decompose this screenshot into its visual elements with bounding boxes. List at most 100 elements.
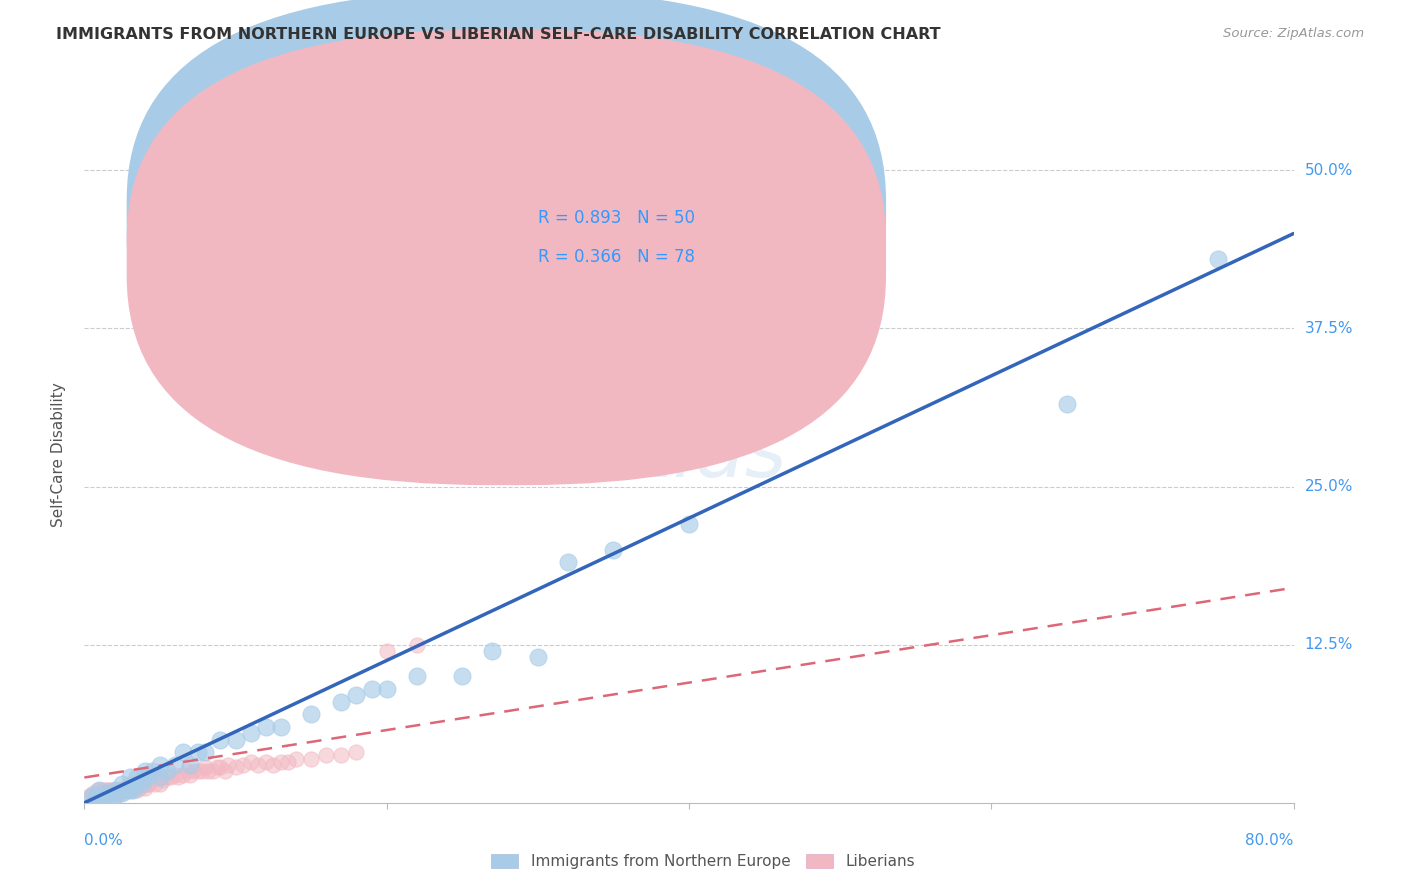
Point bbox=[121, 780, 143, 795]
Point bbox=[299, 707, 322, 722]
Point bbox=[89, 786, 111, 800]
Point bbox=[127, 777, 149, 791]
Point bbox=[96, 786, 118, 800]
Point bbox=[112, 780, 135, 795]
Point bbox=[104, 789, 127, 804]
Point bbox=[86, 786, 108, 800]
Point bbox=[176, 764, 198, 779]
Point bbox=[181, 764, 204, 779]
Point bbox=[152, 772, 174, 787]
Point bbox=[262, 757, 284, 772]
Point bbox=[127, 783, 149, 797]
Text: ZIP: ZIP bbox=[444, 416, 592, 494]
Text: 50.0%: 50.0% bbox=[1305, 163, 1353, 178]
Point bbox=[360, 681, 382, 696]
Point bbox=[346, 688, 368, 702]
Point bbox=[156, 764, 179, 779]
Point bbox=[118, 783, 141, 797]
Point bbox=[232, 757, 254, 772]
Point bbox=[194, 760, 217, 774]
Point bbox=[138, 777, 160, 791]
Point bbox=[451, 669, 474, 683]
Point bbox=[104, 789, 127, 804]
Point bbox=[163, 768, 186, 782]
Point bbox=[90, 786, 112, 800]
Point bbox=[270, 756, 292, 770]
Point bbox=[110, 786, 132, 800]
Point bbox=[214, 764, 236, 779]
Point bbox=[172, 768, 194, 782]
Point bbox=[1056, 397, 1078, 411]
Point bbox=[134, 771, 156, 785]
Point bbox=[217, 757, 239, 772]
Point bbox=[104, 783, 127, 797]
Legend: Immigrants from Northern Europe, Liberians: Immigrants from Northern Europe, Liberia… bbox=[485, 848, 921, 875]
Point bbox=[375, 644, 398, 658]
Point bbox=[149, 757, 172, 772]
Text: 37.5%: 37.5% bbox=[1305, 321, 1353, 336]
Point bbox=[201, 764, 224, 779]
Point bbox=[100, 786, 122, 800]
Point bbox=[98, 783, 121, 797]
Point bbox=[134, 780, 156, 795]
Point bbox=[86, 789, 108, 804]
Point bbox=[159, 771, 181, 785]
Point bbox=[115, 783, 138, 797]
Point bbox=[115, 780, 138, 795]
Point bbox=[118, 783, 141, 797]
Text: atlas: atlas bbox=[592, 416, 787, 494]
Text: IMMIGRANTS FROM NORTHERN EUROPE VS LIBERIAN SELF-CARE DISABILITY CORRELATION CHA: IMMIGRANTS FROM NORTHERN EUROPE VS LIBER… bbox=[56, 27, 941, 42]
Point bbox=[122, 780, 145, 795]
Point bbox=[80, 789, 103, 804]
Point bbox=[481, 644, 503, 658]
Point bbox=[330, 747, 353, 762]
Point bbox=[187, 764, 209, 779]
Point bbox=[89, 783, 111, 797]
Point bbox=[141, 772, 163, 787]
FancyBboxPatch shape bbox=[465, 187, 815, 285]
Point bbox=[557, 556, 579, 570]
Point bbox=[315, 747, 337, 762]
Point bbox=[194, 745, 217, 759]
Point bbox=[346, 745, 368, 759]
Point bbox=[602, 542, 624, 557]
Point bbox=[136, 771, 159, 785]
Point bbox=[87, 783, 110, 797]
Point bbox=[91, 789, 114, 804]
Point bbox=[108, 783, 131, 797]
FancyBboxPatch shape bbox=[127, 0, 886, 446]
Point bbox=[96, 783, 118, 797]
Point bbox=[91, 783, 114, 797]
Point bbox=[254, 720, 277, 734]
Point bbox=[111, 777, 134, 791]
Point bbox=[118, 777, 141, 791]
Point bbox=[94, 783, 117, 797]
Point bbox=[225, 760, 247, 774]
Point bbox=[187, 745, 209, 759]
Point bbox=[131, 777, 153, 791]
Point bbox=[82, 786, 104, 800]
Point bbox=[678, 517, 700, 532]
Point bbox=[93, 786, 115, 800]
Point bbox=[172, 745, 194, 759]
Point bbox=[77, 789, 100, 804]
Point bbox=[247, 757, 270, 772]
Point bbox=[141, 764, 163, 779]
Point bbox=[406, 669, 429, 683]
Point bbox=[239, 756, 262, 770]
Text: R = 0.366   N = 78: R = 0.366 N = 78 bbox=[538, 248, 695, 267]
Point bbox=[136, 777, 159, 791]
Point bbox=[225, 732, 247, 747]
Point bbox=[114, 783, 136, 797]
Point bbox=[111, 786, 134, 800]
Point bbox=[207, 760, 229, 774]
Point bbox=[197, 764, 219, 779]
Text: R = 0.893   N = 50: R = 0.893 N = 50 bbox=[538, 210, 695, 227]
Point bbox=[131, 777, 153, 791]
Point bbox=[121, 783, 143, 797]
Text: 12.5%: 12.5% bbox=[1305, 637, 1353, 652]
Point bbox=[134, 764, 156, 779]
Point bbox=[118, 771, 141, 785]
Point bbox=[89, 789, 111, 804]
Y-axis label: Self-Care Disability: Self-Care Disability bbox=[51, 383, 66, 527]
